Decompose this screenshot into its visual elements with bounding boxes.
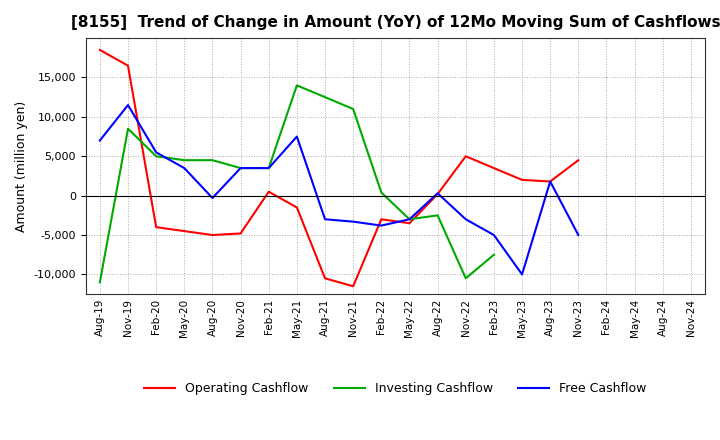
Operating Cashflow xyxy=(574,158,582,163)
Operating Cashflow xyxy=(292,205,301,210)
Operating Cashflow xyxy=(518,177,526,183)
Operating Cashflow xyxy=(152,224,161,230)
Y-axis label: Amount (million yen): Amount (million yen) xyxy=(15,100,28,232)
Operating Cashflow xyxy=(180,228,189,234)
Free Cashflow xyxy=(292,134,301,139)
Free Cashflow xyxy=(433,191,442,196)
Investing Cashflow xyxy=(349,106,358,112)
Investing Cashflow xyxy=(264,165,273,171)
Investing Cashflow xyxy=(433,213,442,218)
Operating Cashflow xyxy=(546,179,554,184)
Investing Cashflow xyxy=(208,158,217,163)
Investing Cashflow xyxy=(96,280,104,285)
Operating Cashflow xyxy=(320,276,329,281)
Investing Cashflow xyxy=(377,190,386,195)
Line: Operating Cashflow: Operating Cashflow xyxy=(100,50,578,286)
Operating Cashflow xyxy=(264,189,273,194)
Free Cashflow xyxy=(152,150,161,155)
Free Cashflow xyxy=(180,165,189,171)
Operating Cashflow xyxy=(377,216,386,222)
Operating Cashflow xyxy=(349,284,358,289)
Operating Cashflow xyxy=(405,220,414,226)
Investing Cashflow xyxy=(152,154,161,159)
Operating Cashflow xyxy=(208,232,217,238)
Free Cashflow xyxy=(236,165,245,171)
Title: [8155]  Trend of Change in Amount (YoY) of 12Mo Moving Sum of Cashflows: [8155] Trend of Change in Amount (YoY) o… xyxy=(71,15,720,30)
Investing Cashflow xyxy=(124,126,132,131)
Line: Investing Cashflow: Investing Cashflow xyxy=(100,85,494,282)
Operating Cashflow xyxy=(490,165,498,171)
Investing Cashflow xyxy=(462,276,470,281)
Free Cashflow xyxy=(208,195,217,201)
Investing Cashflow xyxy=(320,95,329,100)
Operating Cashflow xyxy=(236,231,245,236)
Free Cashflow xyxy=(124,103,132,108)
Investing Cashflow xyxy=(405,216,414,222)
Free Cashflow xyxy=(349,219,358,224)
Free Cashflow xyxy=(630,209,639,214)
Investing Cashflow xyxy=(236,165,245,171)
Free Cashflow xyxy=(405,216,414,222)
Free Cashflow xyxy=(546,179,554,184)
Investing Cashflow xyxy=(292,83,301,88)
Investing Cashflow xyxy=(490,252,498,257)
Free Cashflow xyxy=(264,165,273,171)
Operating Cashflow xyxy=(433,191,442,197)
Investing Cashflow xyxy=(180,158,189,163)
Free Cashflow xyxy=(462,216,470,222)
Free Cashflow xyxy=(96,138,104,143)
Free Cashflow xyxy=(574,232,582,238)
Operating Cashflow xyxy=(96,47,104,52)
Legend: Operating Cashflow, Investing Cashflow, Free Cashflow: Operating Cashflow, Investing Cashflow, … xyxy=(139,377,652,400)
Free Cashflow xyxy=(518,272,526,277)
Line: Free Cashflow: Free Cashflow xyxy=(100,105,634,275)
Free Cashflow xyxy=(490,232,498,238)
Operating Cashflow xyxy=(462,154,470,159)
Operating Cashflow xyxy=(124,63,132,68)
Free Cashflow xyxy=(320,216,329,222)
Free Cashflow xyxy=(377,223,386,228)
